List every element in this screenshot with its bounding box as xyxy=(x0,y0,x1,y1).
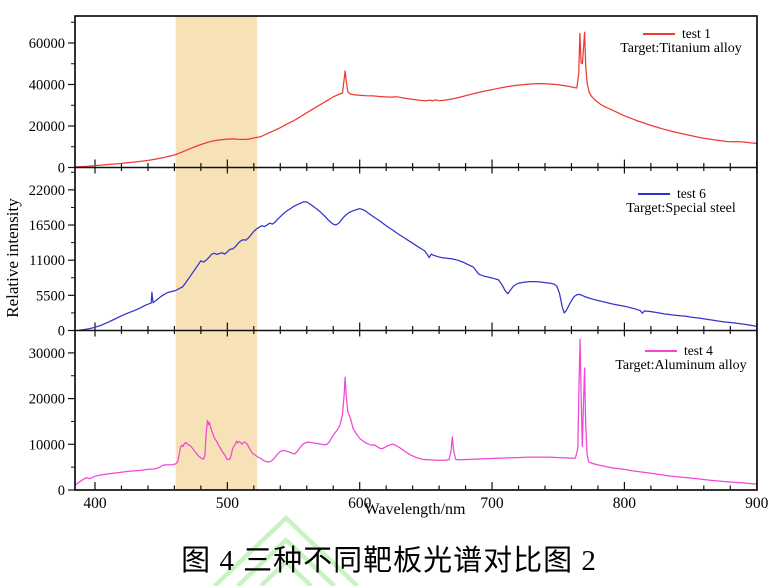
legend-line-swatch-magenta xyxy=(645,350,677,352)
y-tick-label: 10000 xyxy=(29,437,65,453)
plot-frame xyxy=(74,15,758,491)
y-tick-label: 0 xyxy=(58,161,65,177)
watermark-chevrons xyxy=(213,514,359,586)
x-axis-title: Wavelength/nm xyxy=(364,501,466,518)
spectrum-curve-test-1 xyxy=(75,31,757,168)
legend-target-panel1: Target:Titanium alloy xyxy=(620,41,742,56)
panel-test-1: 0 20000 40000 60000 xyxy=(29,21,757,177)
y-tick-label: 22000 xyxy=(29,183,65,199)
x-tick-label: 600 xyxy=(348,495,372,512)
legend-series-label: test 4 xyxy=(684,343,713,358)
y-tick-label: 40000 xyxy=(29,77,65,93)
legend-target-panel2: Target:Special steel xyxy=(626,201,736,216)
x-tick-label: 900 xyxy=(745,495,769,512)
legend-series-label: test 1 xyxy=(682,26,711,41)
y-tick-label: 16500 xyxy=(29,218,65,234)
x-tick-label: 500 xyxy=(216,495,240,512)
legend-series-label: test 6 xyxy=(677,186,706,201)
x-tick-label: 800 xyxy=(613,495,637,512)
y-tick-label: 30000 xyxy=(29,346,65,362)
x-tick-label: 700 xyxy=(480,495,504,512)
panel-test-6: 0 5500 11000 16500 22000 xyxy=(29,171,757,340)
y-tick-label: 20000 xyxy=(29,119,65,135)
legend-line-swatch-blue xyxy=(638,193,670,195)
y-tick-label: 20000 xyxy=(29,392,65,408)
spectrum-curve-test-6 xyxy=(79,201,757,331)
figure-caption: 图 4 三种不同靶板光谱对比图 2 xyxy=(181,545,597,577)
legend-panel3: test 4 xyxy=(645,343,713,359)
x-tick-label: 400 xyxy=(83,495,107,512)
y-axis-title: Relative intensity xyxy=(3,198,22,318)
spectrum-curve-test-4 xyxy=(75,338,757,486)
legend-line-swatch-red xyxy=(643,33,675,35)
legend-target-panel3: Target:Aluminum alloy xyxy=(615,358,747,373)
legend-panel2: test 6 xyxy=(638,186,706,202)
y-tick-label: 60000 xyxy=(29,36,65,52)
legend-panel1: test 1 xyxy=(643,26,711,42)
highlight-band xyxy=(175,16,258,490)
y-tick-label: 0 xyxy=(58,324,65,340)
panel-test-4: 0 10000 20000 30000 xyxy=(29,338,757,499)
y-tick-label: 11000 xyxy=(29,253,65,269)
y-tick-label: 0 xyxy=(58,483,65,499)
y-tick-label: 5500 xyxy=(36,288,65,304)
